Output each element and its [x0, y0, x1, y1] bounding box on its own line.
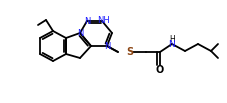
- Text: N: N: [168, 39, 175, 49]
- Text: H: H: [168, 35, 174, 43]
- Text: N: N: [84, 16, 90, 26]
- Text: S: S: [126, 47, 133, 57]
- Text: O: O: [155, 65, 163, 75]
- Text: N: N: [76, 29, 83, 37]
- Text: NH: NH: [97, 15, 110, 25]
- Text: N: N: [103, 42, 110, 50]
